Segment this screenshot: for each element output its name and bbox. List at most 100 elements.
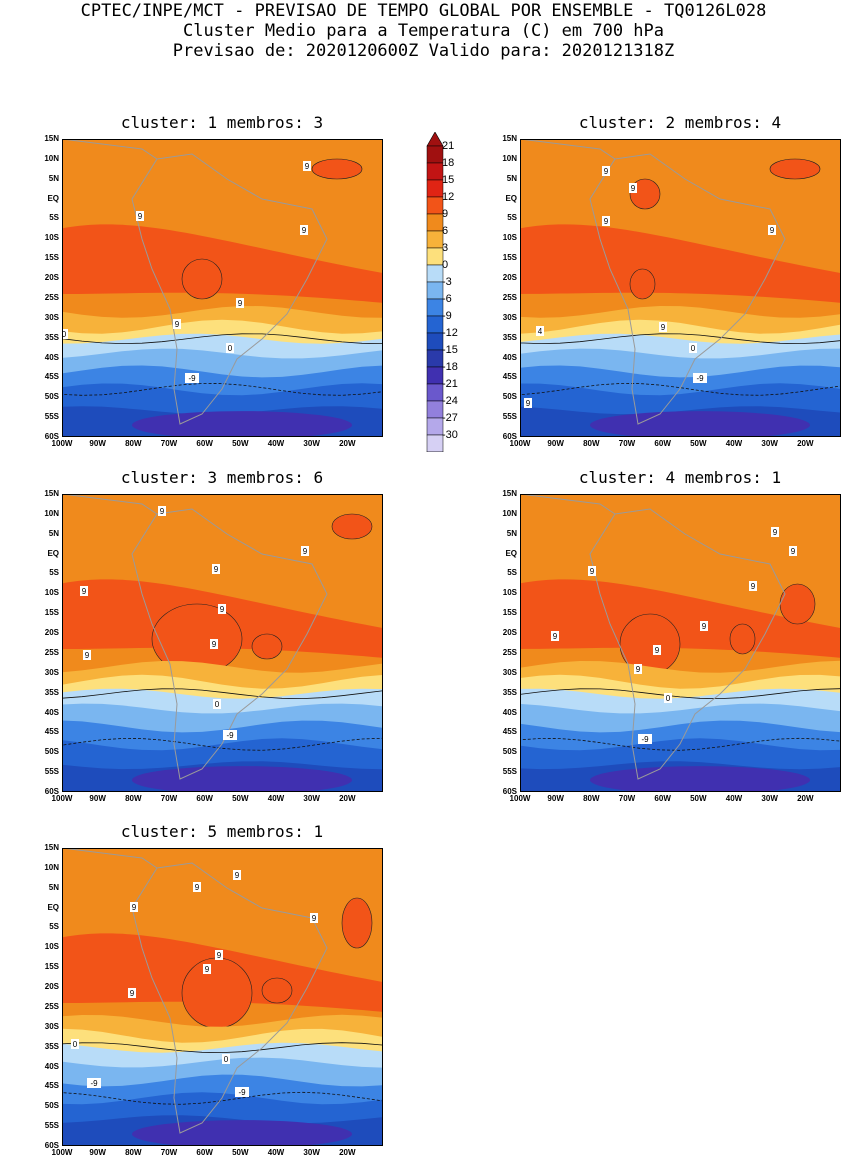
contour-label-text: 0 (228, 344, 233, 353)
map-frame (520, 494, 841, 792)
lat-tick-label: 5S (49, 568, 59, 578)
lat-tick-label: EQ (47, 902, 59, 912)
contour-label: 9 (136, 211, 144, 221)
contour-label: 9 (128, 988, 136, 998)
map-frame (62, 139, 383, 437)
lat-tick-label: 10S (502, 233, 517, 243)
lat-tick-label: 20S (44, 982, 59, 992)
colorbar-swatch (426, 366, 444, 385)
contour-label-text: 9 (160, 507, 165, 516)
contour-label-text: 9 (791, 547, 796, 556)
lat-tick-label: 45S (502, 727, 517, 737)
lon-tick-label: 60W (196, 794, 213, 803)
contour-label: 9 (789, 546, 797, 556)
lat-tick-label: 55S (44, 767, 59, 777)
contour-label: 9 (158, 506, 166, 516)
contour-label-text: 9 (526, 399, 531, 408)
warm-region (769, 158, 821, 180)
colorbar-swatch (426, 417, 444, 436)
zero-contour (62, 333, 383, 437)
contour-label-text: 9 (636, 665, 641, 674)
contour-label-text: 9 (305, 162, 310, 171)
contour-label: 9 (588, 566, 596, 576)
lat-tick-label: 15N (44, 489, 59, 498)
cold-region (590, 411, 810, 437)
colorbar-top-arrow (426, 132, 444, 147)
lat-tick-label: 25S (44, 292, 59, 302)
lat-tick-label: 55S (502, 412, 517, 422)
lat-tick-label: 5N (506, 173, 517, 183)
lon-tick-label: 80W (125, 439, 142, 448)
contour-label: -9 (87, 1078, 101, 1088)
lat-tick-label: 35S (502, 687, 517, 697)
contour-label: -9 (638, 734, 652, 744)
lat-tick-label: 60S (44, 1141, 59, 1150)
colorbar-swatch (426, 315, 444, 334)
lon-tick-label: 70W (160, 1148, 178, 1157)
continent-outline (131, 153, 328, 425)
continent-outline (131, 862, 328, 1134)
contour-label-text: -9 (238, 1088, 246, 1097)
colorbar-swatch (426, 145, 444, 164)
contour-label: 9 (310, 913, 318, 923)
colorbar-tick-label: 6 (442, 225, 449, 237)
lat-tick-label: 10N (502, 153, 517, 163)
lon-tick-label: 50W (232, 439, 249, 448)
central-america-outline (62, 139, 158, 160)
lat-tick-label: 10N (502, 508, 517, 518)
temperature-map: 9 9 9 9 9 0 0 -9 (62, 139, 383, 437)
lon-tick-label: 60W (196, 1148, 213, 1157)
colorbar-swatch (426, 213, 444, 232)
temperature-map: 9 9 9 9 9 4 0 -9 9 (520, 139, 841, 437)
contour-label-text: 9 (312, 914, 317, 923)
lat-tick-label: 25S (44, 647, 59, 657)
colorbar-swatch (426, 434, 444, 452)
lat-tick-label: 60S (502, 432, 517, 441)
contour-label-text: 9 (217, 951, 222, 960)
lon-tick-label: 100W (509, 794, 531, 803)
contour-label-text: 0 (73, 1040, 78, 1049)
lat-tick-label: 10N (44, 153, 59, 163)
warm-region (181, 258, 223, 300)
warm-region (520, 579, 841, 658)
lat-tick-label: 15S (44, 608, 59, 618)
lat-tick-label: 30S (44, 312, 59, 322)
warm-region (779, 583, 816, 625)
lat-tick-label: 60S (44, 787, 59, 796)
contour-label-text: 9 (702, 622, 707, 631)
contour-label-text: -9 (641, 735, 649, 744)
contour-label-text: 9 (238, 299, 243, 308)
lon-tick-label: 40W (725, 439, 743, 448)
lat-tick-label: EQ (47, 548, 59, 558)
lat-tick-label: 40S (502, 707, 517, 717)
warm-region (341, 897, 373, 949)
contour-label: 9 (659, 322, 667, 332)
lat-tick-label: 35S (44, 332, 59, 342)
colorbar-swatch (426, 332, 444, 351)
contour-label-text: 9 (132, 903, 137, 912)
lat-tick-label: 10S (44, 942, 59, 952)
lat-tick-label: 50S (502, 747, 517, 757)
lon-tick-label: 20W (797, 794, 814, 803)
header-line-1: CPTEC/INPE/MCT - PREVISAO DE TEMPO GLOBA… (80, 1, 767, 21)
lon-tick-label: 70W (618, 794, 636, 803)
lon-tick-label: 50W (690, 794, 707, 803)
continent-outline (131, 508, 328, 780)
contour-label-text: 9 (82, 587, 87, 596)
lon-tick-label: 60W (654, 794, 671, 803)
colorbar-swatch (426, 298, 444, 317)
minus9-contour (520, 737, 841, 792)
zero-contour (520, 688, 841, 792)
central-america-outline (62, 848, 158, 869)
map-frame (62, 494, 383, 792)
warm-region (629, 268, 656, 300)
warm-region (629, 178, 661, 210)
contour-label: 0 (222, 1054, 230, 1064)
colorbar-tick-label: -30 (442, 429, 458, 441)
colorbar-tick-label: 18 (442, 157, 455, 169)
contour-label-text: 0 (215, 700, 220, 709)
lon-tick-label: 30W (761, 794, 778, 803)
lon-tick-label: 20W (797, 439, 814, 448)
colorbar-swatch (426, 281, 444, 300)
